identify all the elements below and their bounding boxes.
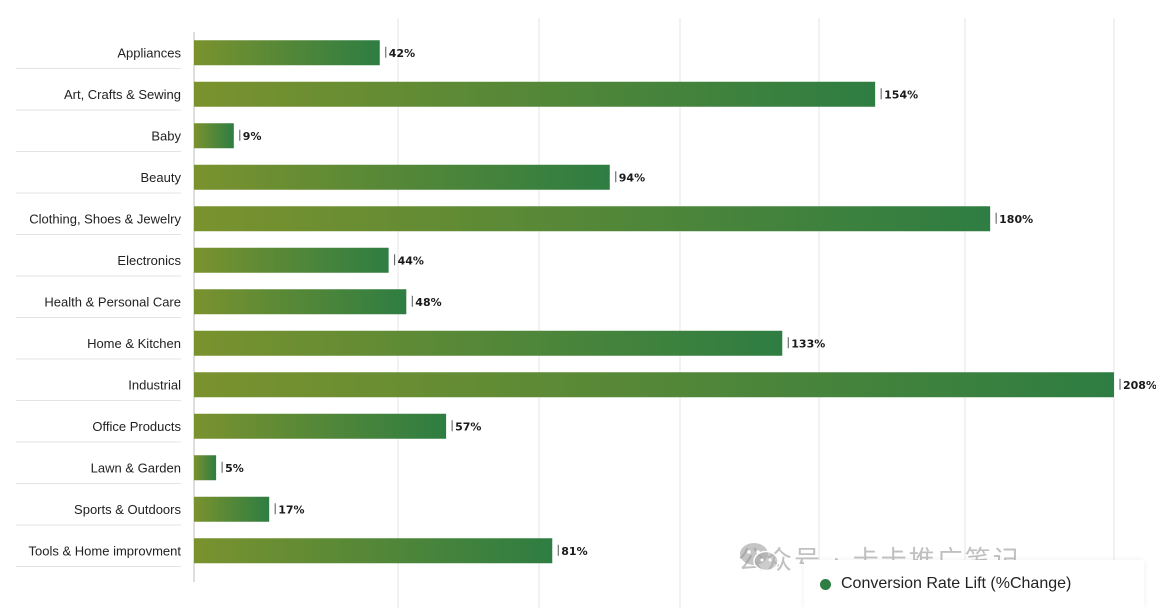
category-label: Sports & Outdoors	[74, 502, 181, 517]
category-label: Lawn & Garden	[91, 460, 181, 475]
category-label: Baby	[151, 128, 181, 143]
data-label: 81%	[561, 545, 587, 558]
bar	[194, 123, 234, 149]
category-label: Office Products	[92, 419, 181, 434]
data-label: 133%	[791, 337, 825, 350]
category-label: Appliances	[117, 45, 181, 60]
bar	[194, 496, 270, 522]
data-label: 5%	[225, 462, 244, 475]
data-label: 154%	[884, 88, 918, 101]
category-label: Electronics	[117, 253, 181, 268]
data-label: 94%	[619, 171, 645, 184]
bar	[194, 330, 783, 356]
bar	[194, 81, 876, 107]
data-label: 17%	[278, 503, 304, 516]
bar	[194, 413, 447, 439]
data-label: 48%	[415, 296, 441, 309]
bar	[194, 372, 1114, 398]
data-label: 44%	[398, 254, 424, 267]
category-label: Tools & Home improvment	[29, 543, 182, 558]
data-label: 208%	[1123, 379, 1156, 392]
legend: Conversion Rate Lift (%Change)	[804, 560, 1144, 608]
category-label: Health & Personal Care	[44, 294, 181, 309]
bar	[194, 455, 217, 481]
legend-label: Conversion Rate Lift (%Change)	[841, 575, 1072, 592]
bar	[194, 247, 389, 273]
row-separators	[16, 68, 181, 567]
category-labels: Appliances Art, Crafts & Sewing Baby Beauty…	[29, 45, 182, 558]
bar	[194, 538, 553, 564]
category-label: Industrial	[128, 377, 181, 392]
bars	[194, 40, 1114, 564]
data-label: 9%	[243, 130, 262, 143]
bar	[194, 164, 610, 190]
value-labels: 42% 154% 9% 94% 180% 44% 48% 133% 208% 57% 5% 17% 81…	[221, 46, 1156, 558]
bar	[194, 206, 991, 232]
category-label: Home & Kitchen	[87, 336, 181, 351]
category-label: Clothing, Shoes & Jewelry	[29, 211, 181, 226]
data-label: 42%	[389, 47, 415, 60]
category-label: Beauty	[141, 170, 182, 185]
grid-lines	[397, 18, 1115, 608]
data-label: 180%	[999, 213, 1033, 226]
data-label: 57%	[455, 420, 481, 433]
bar	[194, 289, 407, 315]
bar	[194, 40, 380, 66]
category-label: Art, Crafts & Sewing	[64, 87, 181, 102]
legend-dot	[820, 578, 831, 590]
